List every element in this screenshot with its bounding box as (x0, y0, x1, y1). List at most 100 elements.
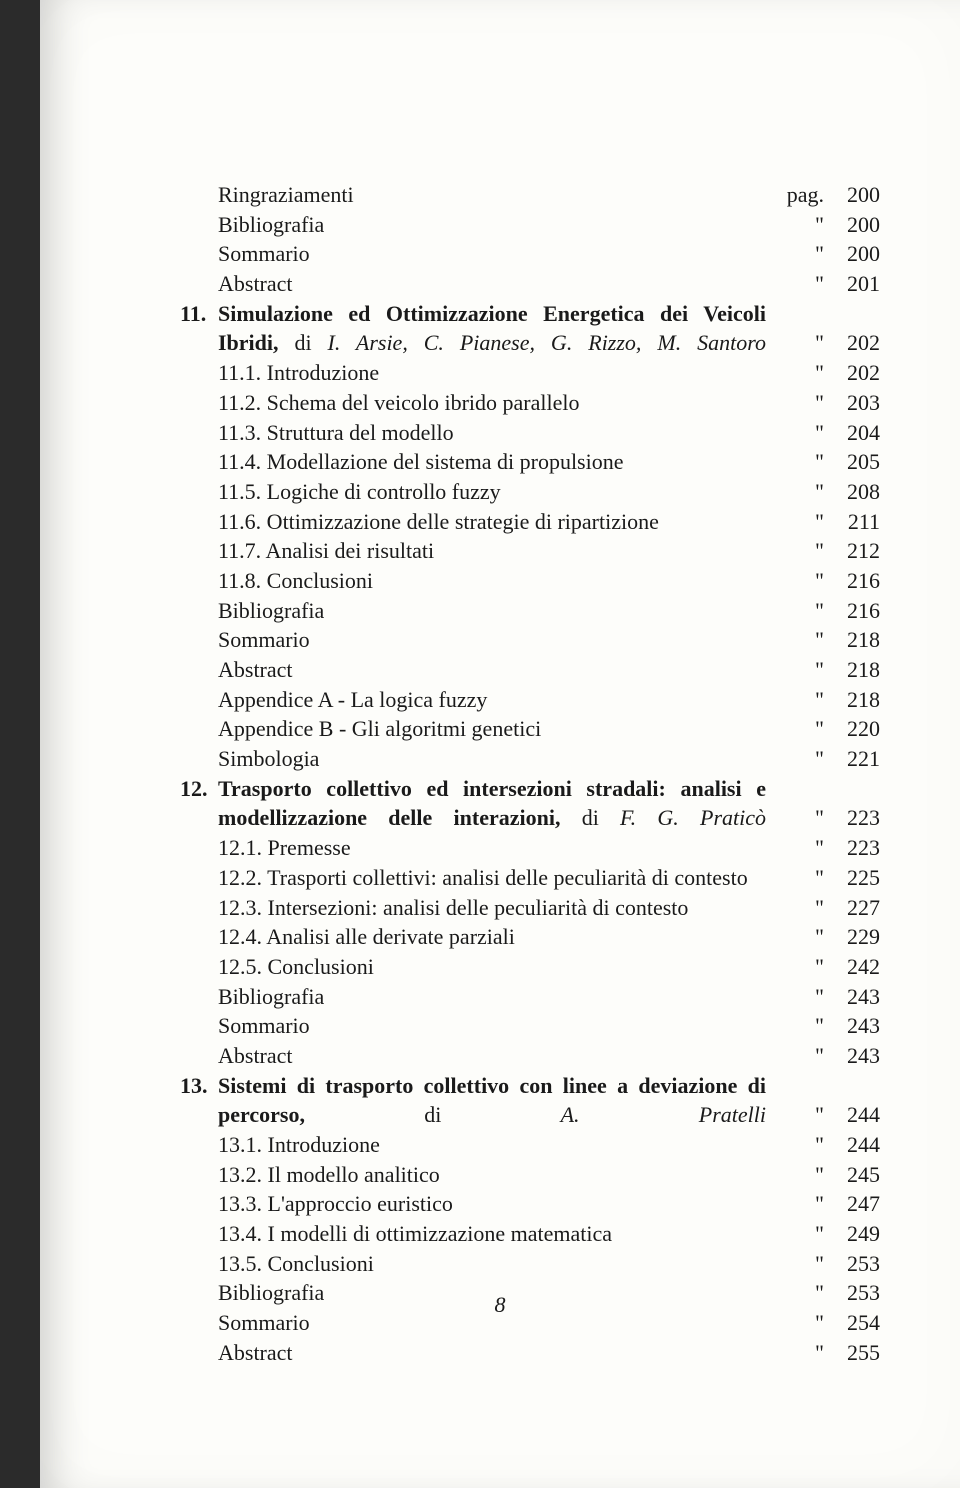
toc-entry-label: Abstract (218, 655, 774, 685)
toc-label-part: A. Pratelli (561, 1102, 766, 1127)
toc-row: 12.4. Analisi alle derivate parziali"229 (180, 922, 880, 952)
toc-row: 13.3. L'approccio euristico"247 (180, 1189, 880, 1219)
toc-entry-label: 11.8. Conclusioni (218, 566, 774, 596)
toc-entry-label: 12.1. Premesse (218, 833, 774, 863)
toc-chapter-number: 13. (180, 1071, 218, 1101)
toc-entry-label: Appendice A - La logica fuzzy (218, 685, 774, 715)
toc-page-number: 221 (830, 744, 880, 774)
toc-page-number: 218 (830, 625, 880, 655)
toc-page-number: 227 (830, 893, 880, 923)
toc-page-number: 208 (830, 477, 880, 507)
toc-entry-label: Sommario (218, 1011, 774, 1041)
toc-label-part: di (582, 805, 620, 830)
toc-page-number: 242 (830, 952, 880, 982)
toc-row: 11.5. Logiche di controllo fuzzy"208 (180, 477, 880, 507)
toc-row: 11.8. Conclusioni"216 (180, 566, 880, 596)
toc-page-unit: " (774, 625, 830, 655)
toc-entry-label: 13.5. Conclusioni (218, 1249, 774, 1279)
toc-entry-label: 13.3. L'approccio euristico (218, 1189, 774, 1219)
toc-entry-label: 12.5. Conclusioni (218, 952, 774, 982)
toc-page-unit: " (774, 596, 830, 626)
toc-row: 13.4. I modelli di ottimizzazione matema… (180, 1219, 880, 1249)
toc-row: 11.7. Analisi dei risultati"212 (180, 536, 880, 566)
toc-row: 11.3. Struttura del modello"204 (180, 418, 880, 448)
toc-entry-label: Abstract (218, 1338, 774, 1368)
toc-row: Appendice A - La logica fuzzy"218 (180, 685, 880, 715)
toc-row: Ringraziamentipag.200 (180, 180, 880, 210)
toc-entry-label: 12.4. Analisi alle derivate parziali (218, 922, 774, 952)
toc-row: 11.4. Modellazione del sistema di propul… (180, 447, 880, 477)
toc-page-number: 229 (830, 922, 880, 952)
toc-page-unit: " (774, 507, 830, 537)
toc-entry-label: 11.6. Ottimizzazione delle strategie di … (218, 507, 774, 537)
toc-page-number: 212 (830, 536, 880, 566)
toc-page-number: 243 (830, 1011, 880, 1041)
page-number: 8 (40, 1292, 960, 1318)
toc-page-number: 200 (830, 180, 880, 210)
toc-entry-label: Bibliografia (218, 210, 774, 240)
toc-row: Bibliografia"200 (180, 210, 880, 240)
toc-page-number: 245 (830, 1160, 880, 1190)
toc-entry-label: Sistemi di trasporto collettivo con line… (218, 1071, 774, 1130)
toc-row: Sommario"200 (180, 239, 880, 269)
toc-entry-label: 11.3. Struttura del modello (218, 418, 774, 448)
toc-page-unit: " (774, 922, 830, 952)
toc-page-unit: " (774, 239, 830, 269)
toc-entry-label: Trasporto collettivo ed intersezioni str… (218, 774, 774, 833)
toc-page-number: 247 (830, 1189, 880, 1219)
toc-page-unit: " (774, 269, 830, 299)
toc-entry-label: 11.7. Analisi dei risultati (218, 536, 774, 566)
toc-entry-label: Abstract (218, 269, 774, 299)
toc-entry-label: Abstract (218, 1041, 774, 1071)
toc-page-unit: " (774, 1160, 830, 1190)
toc-page-number: 211 (830, 507, 880, 537)
toc-page-unit: " (774, 447, 830, 477)
toc-page-unit: " (774, 1249, 830, 1279)
toc-entry-label: Sommario (218, 239, 774, 269)
toc-page-number: 244 (830, 1130, 880, 1160)
toc-page-unit: " (774, 388, 830, 418)
toc-page-number: 220 (830, 714, 880, 744)
toc-page-number: 200 (830, 210, 880, 240)
toc-row: 13.2. Il modello analitico"245 (180, 1160, 880, 1190)
toc-page-unit: " (774, 982, 830, 1012)
toc-row: 11.6. Ottimizzazione delle strategie di … (180, 507, 880, 537)
toc-page-unit: " (774, 863, 830, 893)
toc-row: Appendice B - Gli algoritmi genetici"220 (180, 714, 880, 744)
toc-page-unit: " (774, 477, 830, 507)
toc-page-number: 223 (830, 803, 880, 833)
toc-page-number: 255 (830, 1338, 880, 1368)
toc-page-number: 216 (830, 596, 880, 626)
toc-entry-label: Bibliografia (218, 596, 774, 626)
toc-row: 12.Trasporto collettivo ed intersezioni … (180, 774, 880, 833)
toc-page-number: 253 (830, 1249, 880, 1279)
toc-entry-label: Bibliografia (218, 982, 774, 1012)
toc-entry-label: 12.2. Trasporti collettivi: analisi dell… (218, 863, 774, 893)
toc-row: Bibliografia"216 (180, 596, 880, 626)
toc-page-unit: " (774, 893, 830, 923)
toc-page-unit: " (774, 418, 830, 448)
toc-entry-label: 12.3. Intersezioni: analisi delle peculi… (218, 893, 774, 923)
toc-page-number: 216 (830, 566, 880, 596)
toc-entry-label: 11.1. Introduzione (218, 358, 774, 388)
toc-chapter-number: 11. (180, 299, 218, 329)
toc-page-unit: " (774, 655, 830, 685)
toc-page-unit: " (774, 803, 830, 833)
toc-page-number: 223 (830, 833, 880, 863)
toc-page-unit: " (774, 1011, 830, 1041)
page: Ringraziamentipag.200Bibliografia"200Som… (40, 0, 960, 1488)
toc-label-part: di (424, 1102, 560, 1127)
toc-page-unit: " (774, 1041, 830, 1071)
toc-page-unit: " (774, 952, 830, 982)
toc-entry-label: 11.5. Logiche di controllo fuzzy (218, 477, 774, 507)
toc-row: 12.2. Trasporti collettivi: analisi dell… (180, 863, 880, 893)
toc-page-number: 200 (830, 239, 880, 269)
toc-page-number: 201 (830, 269, 880, 299)
toc-row: Abstract"255 (180, 1338, 880, 1368)
toc-page-number: 243 (830, 982, 880, 1012)
toc-entry-label: 13.1. Introduzione (218, 1130, 774, 1160)
toc-row: Bibliografia"243 (180, 982, 880, 1012)
toc-row: Abstract"201 (180, 269, 880, 299)
toc-page-unit: " (774, 210, 830, 240)
toc-page-unit: " (774, 328, 830, 358)
